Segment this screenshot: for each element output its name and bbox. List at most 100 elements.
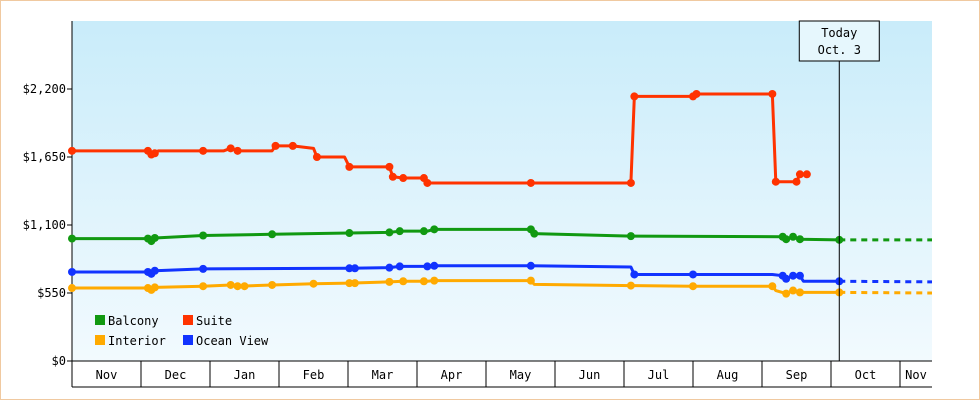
today-box — [798, 20, 880, 62]
x-axis: Nov Dec Jan Feb Mar Apr May Jun Jul Aug Sep Oct Nov — [72, 360, 932, 388]
data-point — [268, 230, 277, 239]
y-axis: $0 $550 $1,100 $1,650 $2,200 — [23, 21, 73, 387]
data-point — [630, 92, 639, 101]
today-date: Oct. 3 — [818, 43, 861, 57]
data-point — [385, 228, 394, 237]
data-point — [199, 231, 208, 240]
data-point — [199, 282, 208, 291]
data-point — [768, 282, 777, 291]
data-point — [68, 267, 76, 276]
data-point — [626, 178, 635, 187]
data-point — [689, 282, 697, 291]
data-point — [795, 235, 804, 244]
today-label: Today — [821, 26, 857, 40]
data-point — [792, 177, 801, 186]
data-point — [226, 280, 235, 289]
data-point — [199, 264, 208, 273]
data-point — [268, 280, 277, 289]
y-tick-label: $1,650 — [23, 150, 66, 164]
series-projection-ocean-view — [839, 279, 933, 284]
data-point — [430, 261, 439, 270]
data-point — [795, 170, 804, 179]
data-point — [385, 263, 394, 272]
month-label: Jun — [579, 368, 601, 382]
legend-swatch — [183, 335, 193, 345]
data-point — [423, 178, 432, 187]
data-point — [240, 282, 249, 291]
legend-item: Ocean View — [183, 334, 269, 348]
data-point — [789, 232, 798, 241]
data-point — [689, 270, 697, 279]
data-point — [630, 270, 639, 279]
legend-swatch — [183, 315, 193, 325]
y-tick-label: $2,200 — [23, 82, 66, 96]
data-point — [233, 146, 242, 155]
month-label: Feb — [303, 368, 325, 382]
data-point — [782, 274, 791, 283]
month-label: Jan — [234, 368, 256, 382]
data-point — [419, 227, 428, 236]
legend: Balcony Suite Interior Ocean View — [95, 314, 269, 348]
legend-item: Balcony — [95, 314, 159, 328]
data-point — [530, 229, 539, 238]
month-label: Jul — [648, 368, 670, 382]
data-point — [226, 144, 235, 153]
legend-swatch — [95, 315, 105, 325]
y-tick-label: $1,100 — [23, 218, 66, 232]
data-point — [430, 225, 439, 234]
data-point — [312, 153, 321, 161]
today-marker: Today Oct. 3 — [798, 20, 880, 361]
data-point — [430, 276, 439, 285]
data-point — [802, 170, 811, 179]
data-point — [526, 276, 535, 285]
series-ocean-view — [68, 261, 933, 286]
series-balcony — [68, 225, 932, 246]
data-point — [526, 178, 535, 187]
month-label: Dec — [165, 368, 187, 382]
data-point — [345, 162, 354, 171]
data-point — [526, 261, 535, 270]
month-label: Apr — [441, 368, 463, 382]
data-point — [795, 288, 804, 297]
data-point — [68, 284, 76, 293]
data-point — [388, 172, 397, 181]
legend-item: Suite — [183, 314, 232, 328]
plot-background — [72, 21, 932, 361]
month-label: Oct — [855, 368, 877, 382]
data-point — [309, 279, 318, 288]
series-projection-interior — [839, 290, 933, 295]
month-label: Nov — [96, 368, 118, 382]
data-point — [68, 146, 76, 155]
legend-label: Suite — [196, 314, 232, 328]
data-point — [395, 227, 404, 236]
series-interior — [68, 276, 933, 298]
data-point — [233, 282, 242, 291]
month-label: Aug — [717, 368, 739, 382]
data-point — [423, 262, 432, 271]
month-label: May — [510, 368, 532, 382]
data-point — [271, 141, 280, 150]
data-point — [795, 271, 804, 280]
data-point — [345, 279, 354, 288]
data-point — [150, 149, 159, 158]
legend-item: Interior — [95, 334, 166, 348]
month-label: Sep — [786, 368, 808, 382]
data-point — [385, 277, 394, 286]
data-point — [768, 89, 777, 98]
data-point — [399, 277, 408, 286]
data-point — [395, 262, 404, 271]
month-label: Nov — [905, 368, 927, 382]
data-point — [771, 177, 780, 186]
y-tick-label: $550 — [37, 286, 66, 300]
data-point — [385, 162, 394, 171]
data-point — [626, 281, 635, 290]
data-point — [345, 229, 354, 238]
legend-label: Interior — [108, 334, 166, 348]
data-point — [68, 234, 76, 243]
data-point — [150, 233, 159, 242]
data-point — [782, 289, 791, 298]
data-point — [789, 286, 798, 295]
legend-label: Ocean View — [196, 334, 269, 348]
y-tick-label: $0 — [52, 354, 66, 368]
